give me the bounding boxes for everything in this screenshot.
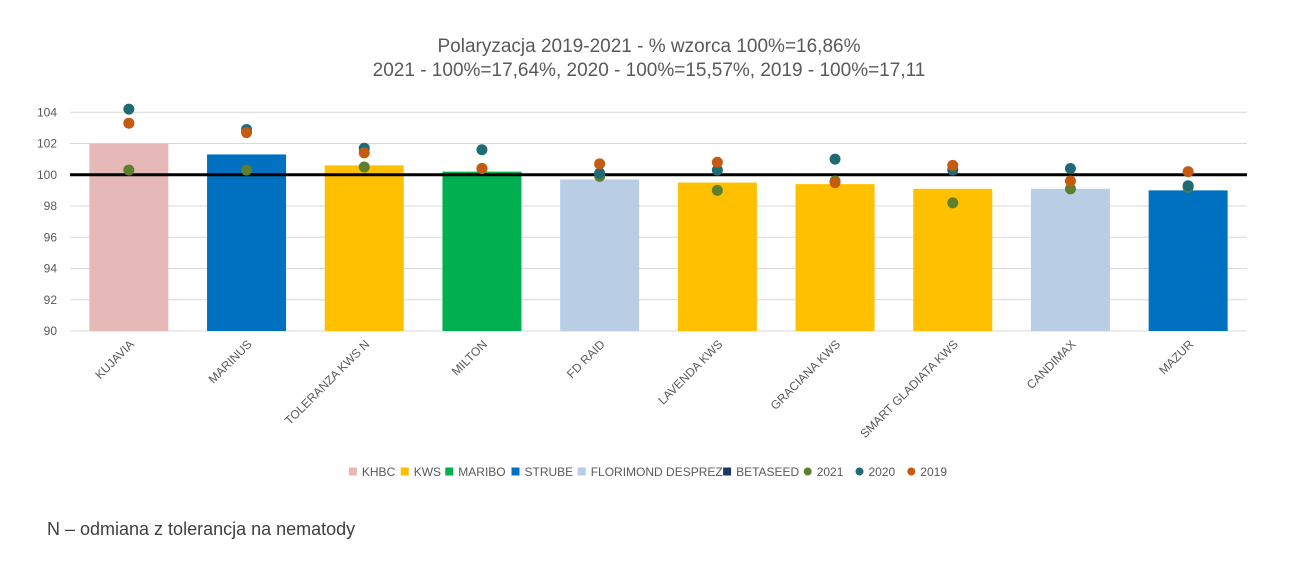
bar-milton [442, 171, 522, 331]
legend-marker-maribo [445, 467, 454, 476]
chart-title-line-1: Polaryzacja 2019-2021 - % wzorca 100%=16… [437, 36, 860, 57]
bar-smart-gladiata-kws [913, 188, 993, 331]
x-axis-labels: KUJAVIA MARINUS TOLERANZA KWS N MILTON FD RA… [92, 337, 1196, 441]
point-2019-fd-raid [594, 158, 606, 170]
legend-label-2019: 2019 [920, 465, 947, 479]
y-tick-label-100: 100 [37, 168, 57, 182]
point-2021-candimax [1064, 183, 1076, 195]
legend-marker-2020 [855, 467, 864, 476]
point-2020-candimax [1064, 163, 1076, 174]
legend-label-maribo: MARIBO [458, 465, 505, 479]
y-tick-label-104: 104 [37, 105, 57, 119]
point-2020-mazur [1182, 180, 1194, 192]
y-tick-label-94: 94 [44, 262, 58, 276]
legend-marker-2019 [907, 467, 916, 476]
legend-marker-strube [511, 467, 520, 476]
y-axis-ticks: 90 92 94 96 98 100 102 104 [37, 105, 57, 338]
legend-label-strube: STRUBE [525, 465, 574, 479]
point-2019-smart-gladiata-kws [947, 159, 959, 171]
x-label-kujavia: KUJAVIA [92, 337, 137, 382]
x-label-milton: MILTON [449, 337, 490, 378]
legend: KHBC KWS MARIBO STRUBE FLORIMOND DESPREZ BETA… [348, 465, 947, 479]
x-label-smart-gladiata-kws: SMART GLADIATA KWS [857, 337, 961, 441]
legend-marker-2021 [803, 467, 812, 476]
point-2019-candimax [1064, 175, 1076, 187]
chart-svg: Polaryzacja 2019-2021 - % wzorca 100%=16… [37, 36, 1247, 479]
bar-mazur [1148, 190, 1228, 331]
y-tick-label-98: 98 [44, 199, 58, 213]
point-2019-toleranza-kws-n [358, 147, 370, 159]
x-label-toleranza-kws-n: TOLERANZA KWS N [282, 337, 372, 427]
point-2020-graciana-kws [829, 153, 841, 165]
x-label-candimax: CANDIMAX [1024, 337, 1079, 392]
bar-lavenda-kws [677, 182, 757, 331]
point-2020-milton [476, 144, 488, 156]
legend-marker-betaseed [723, 467, 732, 476]
point-2021-kujavia [123, 164, 135, 176]
x-label-mazur: MAZUR [1156, 337, 1196, 377]
legend-label-2021: 2021 [817, 465, 844, 479]
point-2020-fd-raid [594, 167, 606, 179]
point-2019-marinus [241, 127, 253, 139]
legend-marker-florimond-desprez [577, 467, 586, 476]
point-2021-smart-gladiata-kws [947, 197, 959, 209]
legend-marker-kws [400, 467, 409, 476]
chart-title-line-2: 2021 - 100%=17,64%, 2020 - 100%=15,57%, … [373, 60, 926, 81]
chart-title: Polaryzacja 2019-2021 - % wzorca 100%=16… [373, 36, 926, 81]
legend-marker-khbc [348, 467, 357, 476]
legend-label-kws: KWS [414, 465, 441, 479]
point-2019-mazur [1182, 166, 1194, 178]
bar-fd-raid [560, 179, 640, 331]
point-2021-toleranza-kws-n [358, 161, 370, 173]
y-tick-label-102: 102 [37, 137, 57, 151]
year-points [123, 103, 1194, 209]
point-2019-kujavia [123, 117, 135, 129]
bar-marinus [207, 154, 287, 331]
legend-label-2020: 2020 [869, 465, 896, 479]
point-2021-lavenda-kws [711, 184, 723, 196]
x-label-marinus: MARINUS [206, 337, 255, 386]
x-label-lavenda-kws: LAVENDA KWS [655, 337, 725, 407]
point-2021-marinus [241, 164, 253, 176]
point-2019-milton [476, 163, 488, 174]
point-2019-graciana-kws [829, 177, 841, 189]
legend-label-khbc: KHBC [362, 465, 396, 479]
y-tick-label-90: 90 [44, 324, 58, 338]
x-label-graciana-kws: GRACIANA KWS [768, 337, 843, 412]
footnote: N – odmiana z tolerancja na nematody [47, 519, 356, 539]
bar-candimax [1030, 188, 1110, 331]
bar-graciana-kws [795, 184, 875, 331]
point-2020-kujavia [123, 103, 135, 115]
bars [89, 143, 1228, 331]
y-tick-label-92: 92 [44, 293, 58, 307]
x-label-fd-raid: FD RAID [564, 337, 608, 381]
y-tick-label-96: 96 [44, 230, 58, 244]
point-2020-lavenda-kws [711, 164, 723, 176]
bar-toleranza-kws-n [324, 165, 404, 331]
legend-label-betaseed: BETASEED [736, 465, 799, 479]
legend-label-florimond-desprez: FLORIMOND DESPREZ [591, 465, 723, 479]
point-2019-lavenda-kws [711, 156, 723, 168]
